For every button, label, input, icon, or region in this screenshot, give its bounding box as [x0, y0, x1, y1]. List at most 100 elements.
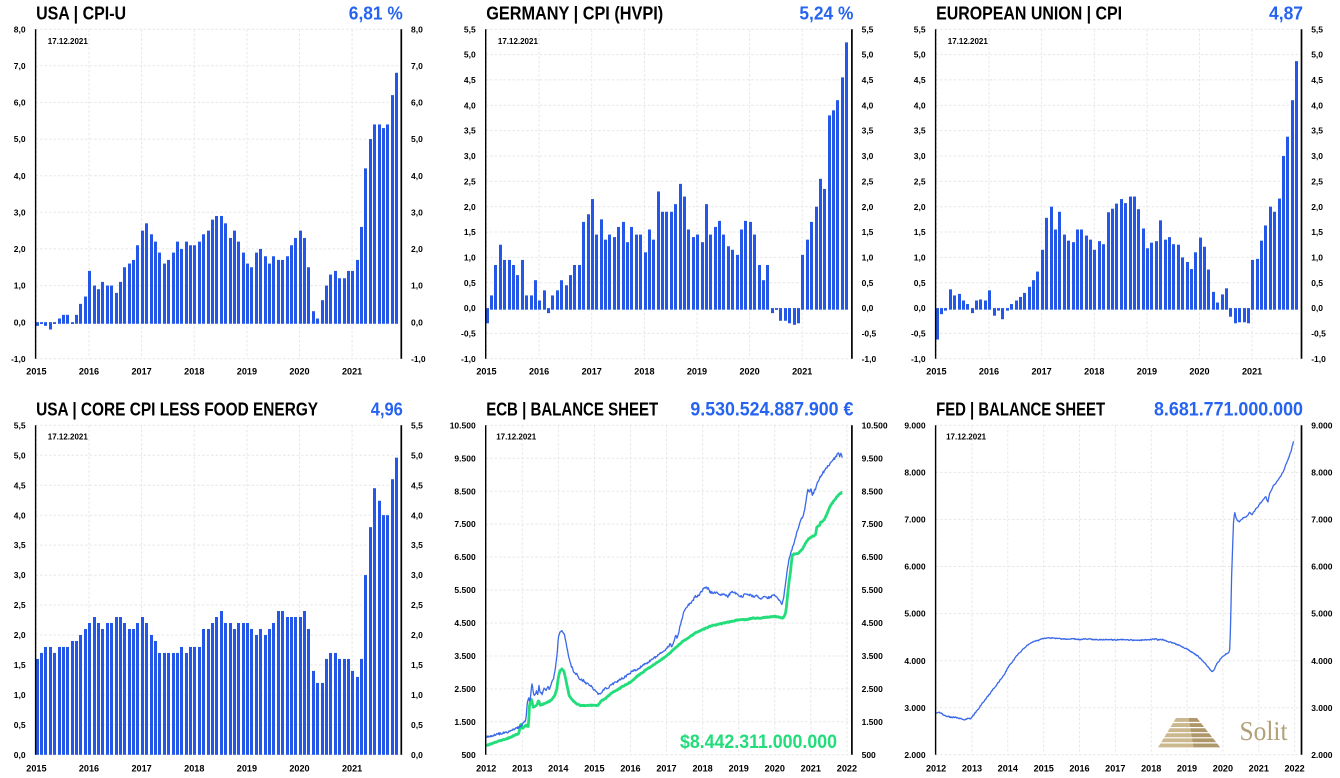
svg-text:0,0: 0,0: [411, 750, 423, 760]
svg-text:2015: 2015: [584, 763, 604, 773]
svg-text:-0,5: -0,5: [911, 329, 926, 339]
svg-text:3.000: 3.000: [904, 703, 926, 713]
svg-text:2020: 2020: [765, 763, 785, 773]
svg-text:5.000: 5.000: [904, 609, 926, 619]
svg-text:9.000: 9.000: [1311, 420, 1333, 430]
svg-text:9.000: 9.000: [904, 420, 926, 430]
svg-text:5,5: 5,5: [862, 24, 874, 34]
svg-text:500: 500: [862, 750, 876, 760]
svg-text:6.000: 6.000: [904, 562, 926, 572]
svg-text:2020: 2020: [289, 367, 309, 377]
svg-text:3,0: 3,0: [862, 151, 874, 161]
svg-text:9.500: 9.500: [454, 453, 476, 463]
svg-text:2021: 2021: [342, 763, 362, 773]
svg-text:7.000: 7.000: [1311, 515, 1333, 525]
svg-text:8.000: 8.000: [1311, 468, 1333, 478]
svg-text:2017: 2017: [1105, 763, 1125, 773]
svg-text:2022: 2022: [837, 763, 857, 773]
svg-text:2,0: 2,0: [464, 202, 476, 212]
svg-text:5,0: 5,0: [14, 450, 26, 460]
svg-text:1,5: 1,5: [464, 227, 476, 237]
svg-text:ECB | BALANCE SHEET: ECB | BALANCE SHEET: [486, 398, 659, 419]
svg-text:5,5: 5,5: [464, 24, 476, 34]
svg-text:2.000: 2.000: [1311, 750, 1333, 760]
svg-text:2021: 2021: [792, 367, 812, 377]
svg-text:2,0: 2,0: [411, 630, 423, 640]
svg-text:0,0: 0,0: [411, 317, 423, 327]
svg-text:5,5: 5,5: [914, 24, 926, 34]
svg-text:8.000: 8.000: [904, 468, 926, 478]
svg-text:2016: 2016: [1069, 763, 1089, 773]
svg-text:6,81 %: 6,81 %: [349, 3, 403, 24]
svg-text:3.500: 3.500: [454, 651, 476, 661]
svg-text:2018: 2018: [692, 763, 712, 773]
svg-text:1,0: 1,0: [411, 690, 423, 700]
svg-text:8.500: 8.500: [862, 486, 884, 496]
svg-text:3,5: 3,5: [1311, 126, 1323, 136]
svg-text:500: 500: [462, 750, 476, 760]
svg-text:2022: 2022: [1284, 763, 1304, 773]
svg-text:5,5: 5,5: [411, 420, 423, 430]
svg-text:3,0: 3,0: [1311, 151, 1323, 161]
svg-text:6.500: 6.500: [862, 552, 884, 562]
svg-text:5,0: 5,0: [14, 134, 26, 144]
svg-text:5.500: 5.500: [862, 585, 884, 595]
svg-text:4.000: 4.000: [904, 656, 926, 666]
svg-text:2.000: 2.000: [904, 750, 926, 760]
svg-text:0,0: 0,0: [1311, 303, 1323, 313]
svg-text:USA | CORE CPI LESS FOOD ENERG: USA | CORE CPI LESS FOOD ENERGY: [36, 398, 318, 419]
svg-text:7.500: 7.500: [454, 519, 476, 529]
svg-text:2,0: 2,0: [914, 202, 926, 212]
svg-text:4,0: 4,0: [411, 510, 423, 520]
svg-text:9.530.524.887.900 €: 9.530.524.887.900 €: [690, 399, 853, 420]
svg-text:1,0: 1,0: [14, 281, 26, 291]
svg-text:5.500: 5.500: [454, 585, 476, 595]
svg-text:0,0: 0,0: [14, 317, 26, 327]
svg-text:Solit: Solit: [1240, 715, 1288, 746]
svg-text:4,0: 4,0: [14, 171, 26, 181]
svg-text:EUROPEAN UNION | CPI: EUROPEAN UNION | CPI: [936, 3, 1122, 24]
svg-text:0,0: 0,0: [914, 303, 926, 313]
svg-text:10.500: 10.500: [450, 420, 476, 430]
svg-text:6.000: 6.000: [1311, 562, 1333, 572]
svg-text:2.500: 2.500: [862, 684, 884, 694]
svg-text:2016: 2016: [79, 367, 99, 377]
svg-text:1,0: 1,0: [914, 253, 926, 263]
svg-text:2018: 2018: [1141, 763, 1161, 773]
svg-text:4.500: 4.500: [454, 618, 476, 628]
svg-text:2017: 2017: [131, 763, 151, 773]
svg-text:2017: 2017: [656, 763, 676, 773]
svg-text:4,0: 4,0: [464, 100, 476, 110]
svg-text:4,5: 4,5: [411, 480, 423, 490]
svg-text:10.500: 10.500: [862, 420, 888, 430]
svg-text:5,5: 5,5: [14, 420, 26, 430]
svg-text:-1,0: -1,0: [461, 354, 476, 364]
svg-text:3,5: 3,5: [862, 126, 874, 136]
svg-text:2,5: 2,5: [862, 176, 874, 186]
svg-text:1.500: 1.500: [454, 717, 476, 727]
svg-text:8,0: 8,0: [411, 24, 423, 34]
svg-text:5,0: 5,0: [411, 134, 423, 144]
svg-text:3,0: 3,0: [914, 151, 926, 161]
svg-text:2017: 2017: [582, 367, 602, 377]
svg-text:2020: 2020: [739, 367, 759, 377]
svg-text:4,5: 4,5: [914, 75, 926, 85]
svg-text:5,24 %: 5,24 %: [799, 3, 853, 24]
svg-text:9.500: 9.500: [862, 453, 884, 463]
svg-text:1,5: 1,5: [411, 660, 423, 670]
svg-text:17.12.2021: 17.12.2021: [496, 433, 536, 442]
svg-text:4,5: 4,5: [14, 480, 26, 490]
svg-text:4,0: 4,0: [862, 100, 874, 110]
svg-text:4,0: 4,0: [14, 510, 26, 520]
svg-text:3.000: 3.000: [1311, 703, 1333, 713]
svg-text:GERMANY | CPI (HVPI): GERMANY | CPI (HVPI): [486, 3, 663, 24]
svg-text:2.500: 2.500: [454, 684, 476, 694]
svg-text:1,0: 1,0: [14, 690, 26, 700]
svg-text:3,0: 3,0: [14, 570, 26, 580]
svg-text:2016: 2016: [620, 763, 640, 773]
svg-text:5,5: 5,5: [1311, 24, 1323, 34]
svg-text:2018: 2018: [184, 367, 204, 377]
svg-text:-1,0: -1,0: [862, 354, 877, 364]
svg-text:4,0: 4,0: [1311, 100, 1323, 110]
svg-text:0,5: 0,5: [862, 278, 874, 288]
